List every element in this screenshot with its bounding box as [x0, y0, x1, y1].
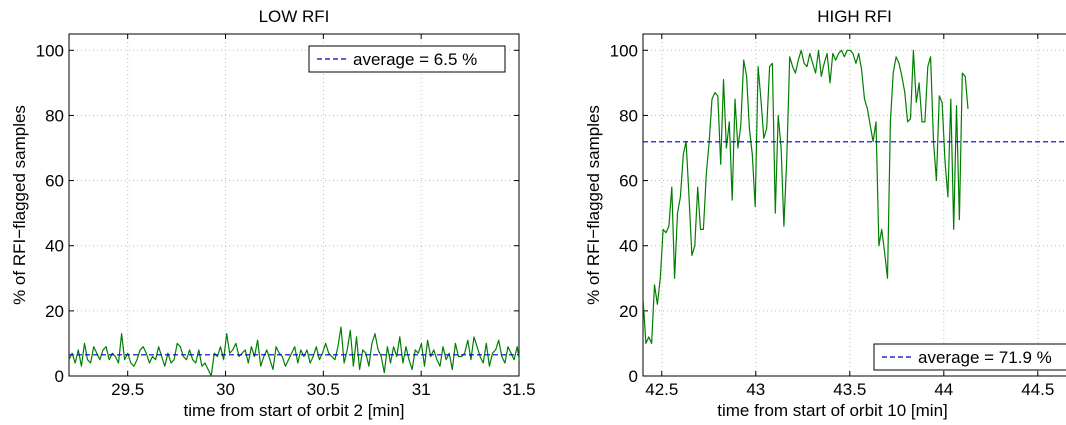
y-tick-label: 40: [45, 237, 64, 256]
x-tick-label: 30: [216, 380, 235, 399]
x-tick-label: 29.5: [111, 380, 144, 399]
x-tick-label: 30.5: [307, 380, 340, 399]
y-tick-label: 0: [629, 367, 638, 386]
plot-area: [69, 326, 519, 376]
x-axis-label: time from start of orbit 10 [min]: [717, 401, 948, 420]
x-tick-label: 44.5: [1021, 380, 1054, 399]
plot-frame: [68, 33, 520, 377]
x-tick-label: 44: [934, 380, 953, 399]
x-tick-label: 31: [412, 380, 431, 399]
x-axis-label: time from start of orbit 2 [min]: [183, 401, 404, 420]
chart-title: LOW RFI: [259, 7, 330, 26]
y-tick-label: 100: [610, 41, 638, 60]
rfi-flagged-series-line: [643, 49, 969, 344]
x-tick-label: 43.5: [833, 380, 866, 399]
chart-title: HIGH RFI: [817, 7, 892, 26]
y-tick-label: 80: [45, 106, 64, 125]
x-tick-label: 42.5: [645, 380, 678, 399]
legend-label: average = 6.5 %: [353, 50, 477, 69]
y-tick-label: 20: [45, 302, 64, 321]
y-tick-label: 60: [619, 172, 638, 191]
plot-frame: [642, 33, 1066, 377]
y-axis-label: % of RFI−flagged samples: [10, 105, 29, 305]
chart-panel-high-rfi: HIGH RFI 42.5 43 43.5 44 44.5 0 20 40 60 80 100 time…: [584, 7, 1066, 420]
y-tick-label: 80: [619, 106, 638, 125]
y-tick-label: 40: [619, 237, 638, 256]
x-tick-label: 31.5: [502, 380, 535, 399]
y-tick-label: 0: [55, 367, 64, 386]
y-tick-label: 100: [36, 41, 64, 60]
rfi-flagged-series-line: [69, 326, 519, 376]
y-axis-label: % of RFI−flagged samples: [584, 105, 603, 305]
plot-area: [643, 49, 1066, 344]
x-tick-label: 43: [746, 380, 765, 399]
chart-panel-low-rfi: LOW RFI 29.5 30 30.5 31 31.5 0 20 40 60 80 100 time …: [10, 7, 536, 420]
y-tick-label: 20: [619, 302, 638, 321]
legend: average = 71.9 %: [873, 343, 1066, 371]
legend-label: average = 71.9 %: [918, 348, 1052, 367]
y-tick-label: 60: [45, 172, 64, 191]
legend: average = 6.5 %: [308, 45, 506, 73]
